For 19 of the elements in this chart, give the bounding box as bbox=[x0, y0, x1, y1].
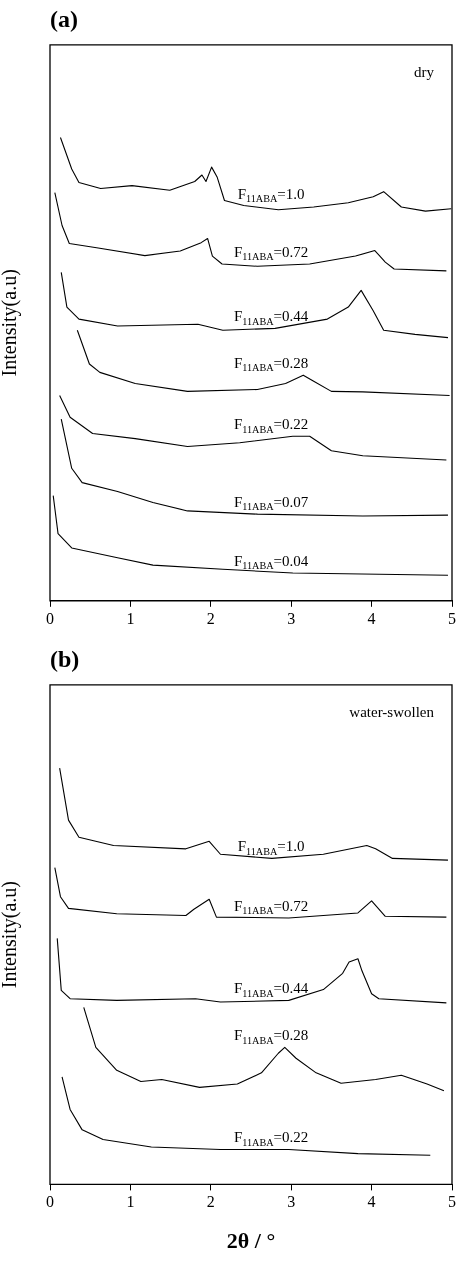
text: dry bbox=[414, 63, 435, 80]
x-tick-label: 4 bbox=[367, 609, 376, 627]
x-tick-label: 2 bbox=[206, 609, 215, 627]
text: water-swollen bbox=[349, 703, 435, 720]
x-tick-label: 5 bbox=[448, 1193, 456, 1211]
x-tick-label: 1 bbox=[126, 1193, 135, 1211]
y-axis-title: Intensity(a.u) bbox=[0, 269, 21, 377]
chart-title: (a) bbox=[50, 5, 78, 32]
x-tick-label: 5 bbox=[448, 609, 456, 627]
x-tick-label: 2 bbox=[206, 1193, 215, 1211]
x-tick-label: 4 bbox=[367, 1193, 376, 1211]
x-tick-label: 3 bbox=[287, 609, 296, 627]
x-axis-title: 2θ / ° bbox=[226, 1228, 276, 1254]
x-tick-label: 3 bbox=[287, 1193, 296, 1211]
x-tick-label: 1 bbox=[126, 609, 135, 627]
x-tick-label: 0 bbox=[46, 609, 54, 627]
x-tick-label: 0 bbox=[46, 1193, 54, 1211]
chart-title: (b) bbox=[50, 645, 80, 672]
y-axis-title: Intensity(a.u) bbox=[0, 881, 21, 989]
